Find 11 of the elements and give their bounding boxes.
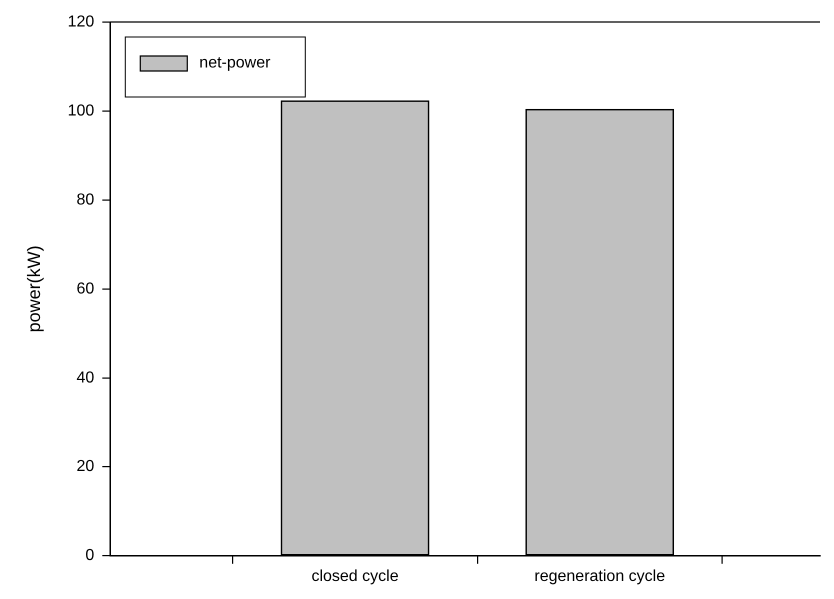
y-tick-label: 80 <box>76 191 94 208</box>
legend-label: net-power <box>199 54 272 72</box>
x-tick-label: regeneration cycle <box>534 568 666 585</box>
y-tick-label: 40 <box>76 369 94 386</box>
y-axis-title: power(kW) <box>24 245 44 332</box>
y-tick-label: 120 <box>68 13 94 30</box>
y-tick-label: 60 <box>76 280 94 298</box>
y-tick-label: 0 <box>85 547 94 564</box>
y-tick-label: 20 <box>76 458 94 476</box>
x-tick-label: closed cycle <box>311 568 399 585</box>
y-tick-label: 100 <box>68 102 94 120</box>
